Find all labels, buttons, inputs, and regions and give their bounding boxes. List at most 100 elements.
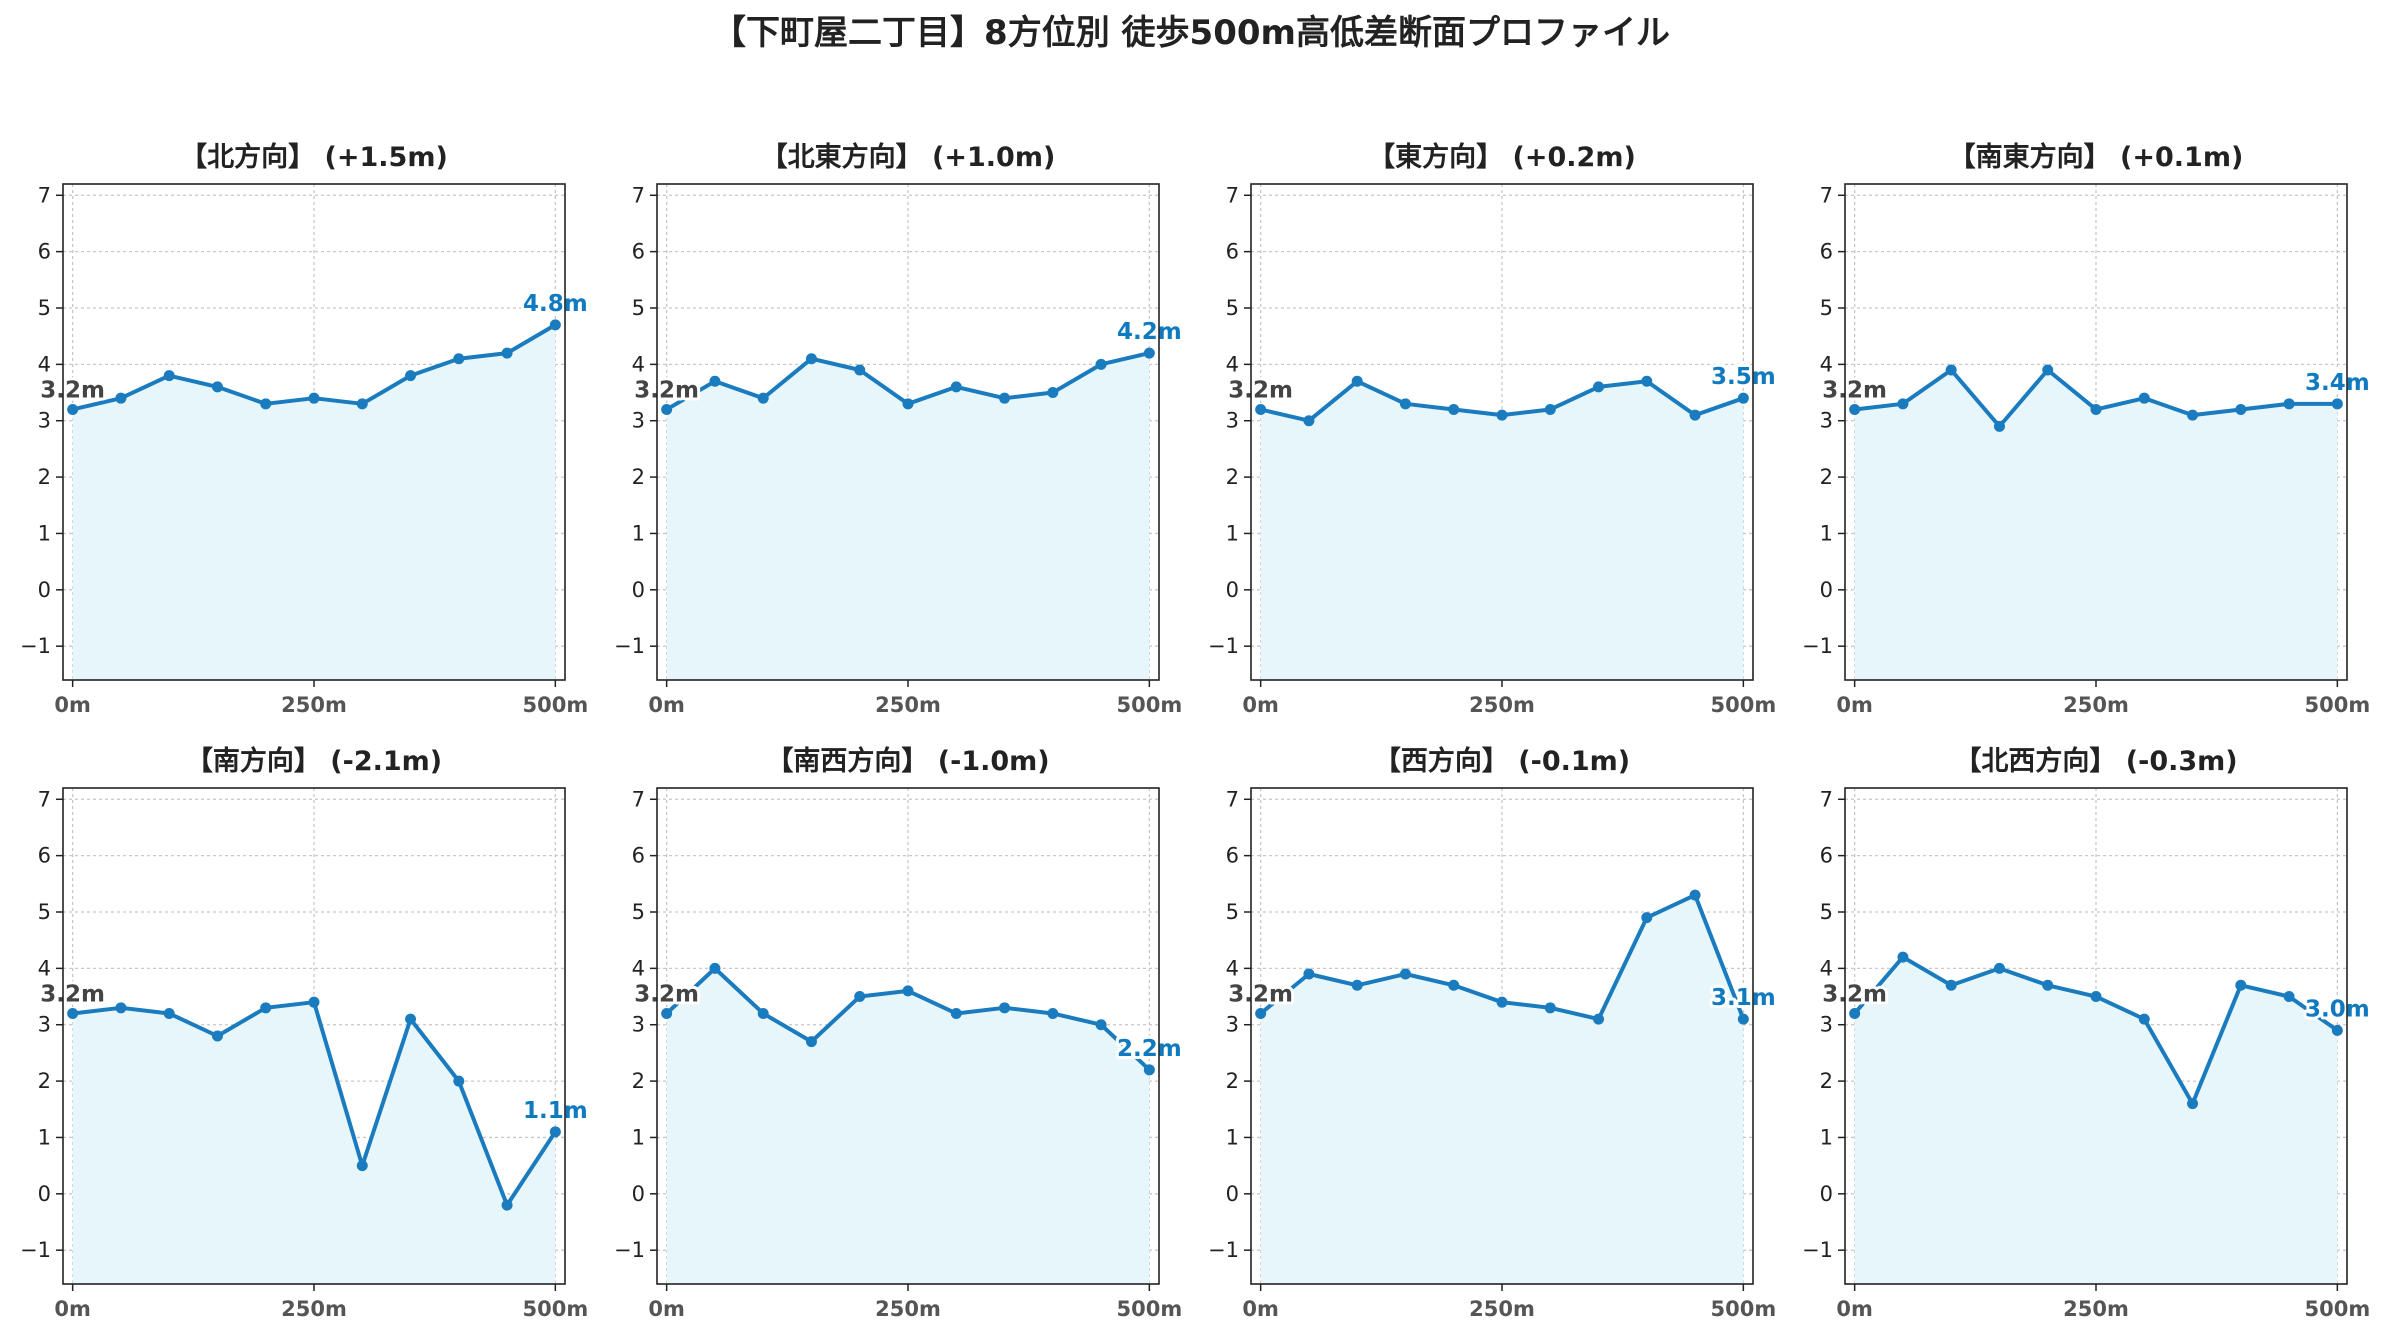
elevation-point <box>1849 1007 1861 1019</box>
y-tick-label: 3 <box>1820 409 1833 433</box>
profile-panel-0: 【北方向】 (+1.5m) −1 0 1 2 3 4 5 6 7 0m 250m 500m 3.2m 4.8… <box>20 141 591 717</box>
y-tick-label: 0 <box>38 1182 51 1206</box>
elevation-point <box>2090 403 2102 415</box>
plot-frame <box>62 787 566 1285</box>
elevation-point <box>501 347 513 359</box>
start-elevation-label: 3.2m <box>634 981 699 1007</box>
elevation-point <box>405 370 417 382</box>
elevation-area <box>72 1002 556 1284</box>
elevation-point <box>805 1036 817 1048</box>
elevation-point <box>2138 392 2150 404</box>
y-tick-label: 1 <box>1820 1125 1833 1149</box>
start-elevation-label: 3.2m <box>1228 377 1293 403</box>
elevation-point <box>260 398 272 410</box>
elevation-point <box>453 1075 465 1087</box>
profile-panel-7: 【北西方向】 (-0.3m) −1 0 1 2 3 4 5 6 7 0m 250m 500m 3.2m 3.… <box>1802 745 2373 1321</box>
elevation-point <box>1737 1013 1749 1025</box>
x-tick-label: 500m <box>1116 693 1182 717</box>
y-tick-label: 6 <box>632 844 645 868</box>
elevation-point <box>260 1002 272 1014</box>
y-tick-label: 3 <box>1226 409 1239 433</box>
y-tick-label: 7 <box>38 787 51 811</box>
y-tick-label: −1 <box>1802 634 1833 658</box>
elevation-point <box>757 1007 769 1019</box>
elevation-area <box>1260 895 1744 1284</box>
x-tick-label: 0m <box>1242 693 1279 717</box>
elevation-point <box>709 962 721 974</box>
y-tick-label: 3 <box>38 1013 51 1037</box>
profile-panel-4: 【南方向】 (-2.1m) −1 0 1 2 3 4 5 6 7 0m 250m 500m 3.2m 1.1… <box>20 745 591 1321</box>
elevation-point <box>2187 409 2199 421</box>
end-elevation-label: 1.1m <box>523 1098 588 1124</box>
y-tick-label: 4 <box>38 956 51 980</box>
elevation-point <box>1047 1007 1059 1019</box>
elevation-point <box>549 1126 561 1138</box>
profile-panel-5: 【南西方向】 (-1.0m) −1 0 1 2 3 4 5 6 7 0m 250m 500m 3.2m 2.… <box>614 745 1185 1321</box>
plot-frame <box>1250 787 1754 1285</box>
elevation-point <box>1047 387 1059 399</box>
elevation-point <box>2187 1098 2199 1110</box>
y-tick-label: −1 <box>1208 634 1239 658</box>
plot-frame <box>1844 183 2348 681</box>
profile-panel-3: 【南東方向】 (+0.1m) −1 0 1 2 3 4 5 6 7 0m 250m 500m 3.2m 3.… <box>1802 141 2373 717</box>
elevation-point <box>1496 996 1508 1008</box>
y-tick-label: 4 <box>632 352 645 376</box>
elevation-point <box>1945 979 1957 991</box>
x-tick-label: 500m <box>1116 1297 1182 1321</box>
elevation-point <box>1993 420 2005 432</box>
x-tick-label: 500m <box>2304 693 2370 717</box>
elevation-point <box>854 364 866 376</box>
start-elevation-label: 3.2m <box>40 981 105 1007</box>
y-tick-label: 3 <box>1226 1013 1239 1037</box>
x-tick-label: 500m <box>522 693 588 717</box>
start-elevation-label: 3.2m <box>1228 981 1293 1007</box>
elevation-point <box>67 1007 79 1019</box>
y-tick-label: 0 <box>1820 578 1833 602</box>
x-tick-label: 250m <box>2063 693 2129 717</box>
elevation-point <box>1496 409 1508 421</box>
x-tick-label: 0m <box>54 1297 91 1321</box>
panel-title: 【南方向】 (-2.1m) <box>186 745 442 777</box>
start-elevation-label: 3.2m <box>40 377 105 403</box>
elevation-point <box>1143 347 1155 359</box>
elevation-point <box>501 1199 513 1211</box>
y-tick-label: 6 <box>1820 844 1833 868</box>
y-tick-label: 0 <box>38 578 51 602</box>
elevation-point <box>1255 403 1267 415</box>
y-tick-label: 1 <box>1226 1125 1239 1149</box>
elevation-point <box>999 1002 1011 1014</box>
y-tick-label: 3 <box>632 409 645 433</box>
plot-frame <box>656 183 1160 681</box>
y-tick-label: −1 <box>20 634 51 658</box>
profile-panel-6: 【西方向】 (-0.1m) −1 0 1 2 3 4 5 6 7 0m 250m 500m 3.2m 3.1… <box>1208 745 1779 1321</box>
y-tick-label: 4 <box>1226 956 1239 980</box>
y-tick-label: 6 <box>38 240 51 264</box>
elevation-point <box>115 1002 127 1014</box>
elevation-point <box>1399 398 1411 410</box>
y-tick-label: 2 <box>1820 1069 1833 1093</box>
y-tick-label: 6 <box>632 240 645 264</box>
elevation-point <box>1351 375 1363 387</box>
y-tick-label: 3 <box>1820 1013 1833 1037</box>
y-tick-label: 2 <box>38 1069 51 1093</box>
elevation-point <box>709 375 721 387</box>
elevation-point <box>1993 962 2005 974</box>
elevation-point <box>661 1007 673 1019</box>
elevation-area <box>72 324 556 680</box>
elevation-point <box>2283 398 2295 410</box>
elevation-point <box>549 319 561 331</box>
elevation-point <box>2235 979 2247 991</box>
y-tick-label: 4 <box>38 352 51 376</box>
y-tick-label: 5 <box>1226 296 1239 320</box>
plot-frame <box>62 183 566 681</box>
y-tick-label: −1 <box>1802 1238 1833 1262</box>
y-tick-label: 2 <box>38 465 51 489</box>
panel-title: 【北西方向】 (-0.3m) <box>1954 745 2237 777</box>
y-tick-label: 7 <box>1820 183 1833 207</box>
elevation-point <box>902 985 914 997</box>
y-tick-label: 1 <box>38 1125 51 1149</box>
plot-frame <box>656 787 1160 1285</box>
x-tick-label: 500m <box>1710 1297 1776 1321</box>
panel-title: 【東方向】 (+0.2m) <box>1368 141 1636 173</box>
elevation-point <box>950 381 962 393</box>
